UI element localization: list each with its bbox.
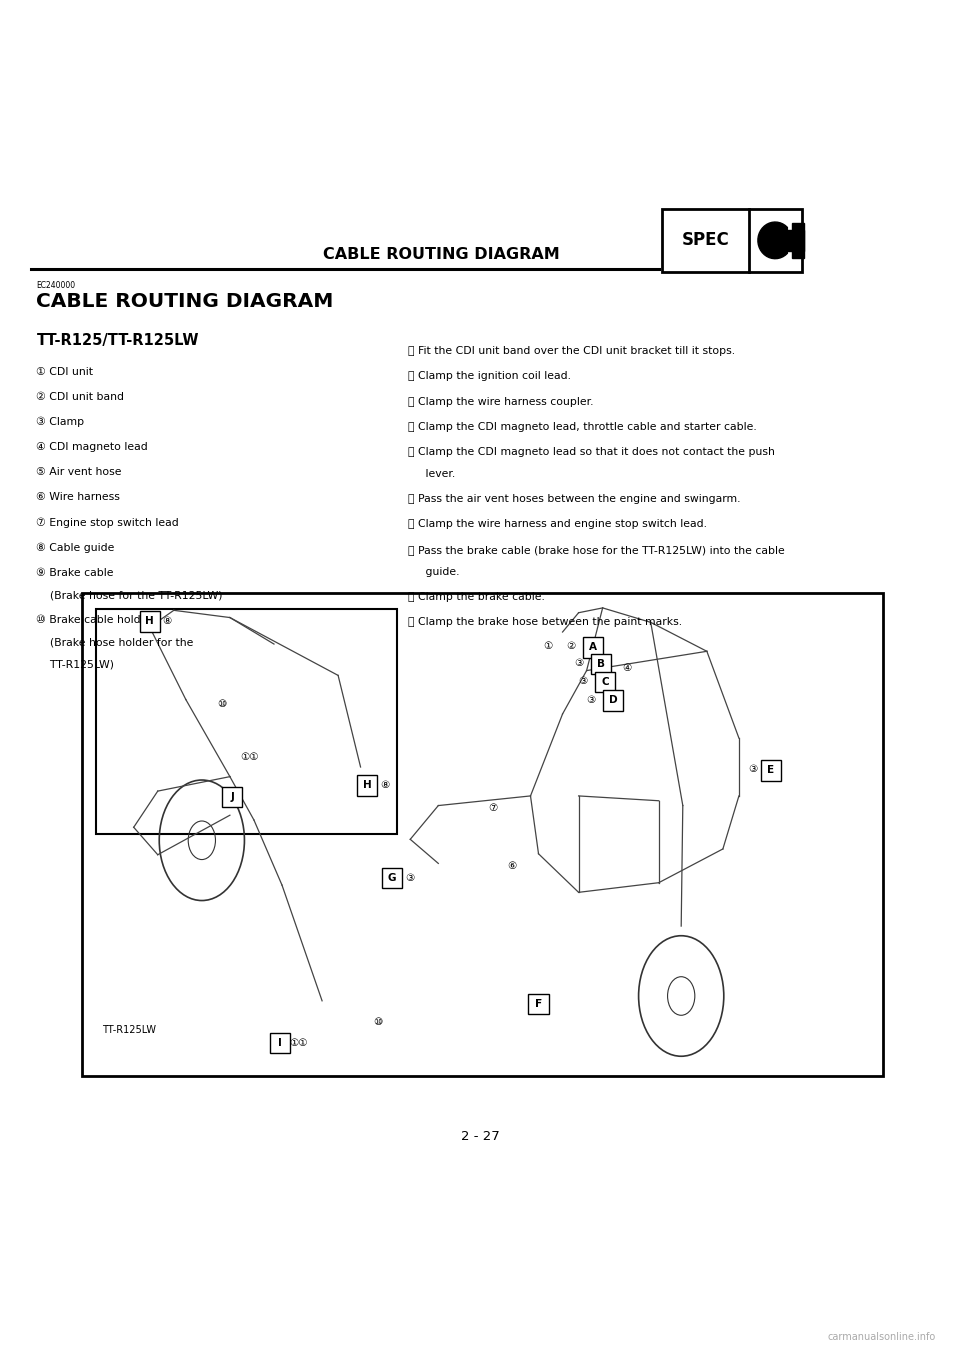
Text: ④: ④	[622, 663, 632, 674]
Text: F: F	[536, 999, 541, 1009]
Text: ⑥ Wire harness: ⑥ Wire harness	[36, 492, 120, 502]
Text: lever.: lever.	[408, 469, 455, 479]
Text: SPEC: SPEC	[682, 231, 730, 250]
Bar	[528, 994, 548, 1014]
Text: ⑦: ⑦	[489, 803, 497, 813]
Text: F: F	[535, 999, 542, 1009]
Text: ⑦ Engine stop switch lead: ⑦ Engine stop switch lead	[36, 517, 180, 528]
Text: C: C	[601, 678, 609, 687]
Polygon shape	[758, 223, 787, 258]
Text: Ⓑ Clamp the ignition coil lead.: Ⓑ Clamp the ignition coil lead.	[408, 371, 571, 382]
Text: ③: ③	[406, 873, 415, 883]
Bar	[382, 868, 402, 888]
Text: E: E	[767, 766, 775, 775]
Text: Ⓐ Fit the CDI unit band over the CDI unit bracket till it stops.: Ⓐ Fit the CDI unit band over the CDI uni…	[408, 346, 735, 356]
Text: (Brake hose holder for the: (Brake hose holder for the	[36, 637, 194, 648]
Text: (Brake hose for the TT-R125LW): (Brake hose for the TT-R125LW)	[36, 589, 223, 600]
Text: ② CDI unit band: ② CDI unit band	[36, 391, 125, 402]
Text: carmanualsonline.info: carmanualsonline.info	[828, 1332, 936, 1342]
Text: ③: ③	[574, 659, 584, 668]
Text: ③: ③	[749, 765, 758, 774]
Text: ③: ③	[578, 676, 588, 686]
Bar	[357, 775, 377, 796]
Text: ⑧: ⑧	[163, 617, 172, 626]
Text: H: H	[363, 781, 372, 790]
Bar	[96, 608, 396, 834]
Bar	[761, 760, 781, 781]
Bar	[82, 593, 883, 1076]
Bar	[591, 655, 612, 675]
Text: I: I	[278, 1038, 282, 1048]
Text: ①: ①	[543, 641, 553, 652]
Polygon shape	[792, 223, 804, 258]
Text: CABLE ROUTING DIAGRAM: CABLE ROUTING DIAGRAM	[324, 247, 560, 262]
Text: TT-R125/TT-R125LW: TT-R125/TT-R125LW	[36, 333, 199, 348]
Text: G: G	[388, 873, 396, 883]
Text: ⑥: ⑥	[508, 861, 516, 870]
Text: ⑧: ⑧	[380, 781, 389, 790]
Polygon shape	[770, 230, 804, 251]
Text: A: A	[589, 642, 597, 652]
Bar	[603, 690, 623, 710]
Text: ④ CDI magneto lead: ④ CDI magneto lead	[36, 441, 148, 452]
Text: ⑩: ⑩	[217, 699, 227, 709]
Text: Ⓒ Clamp the wire harness coupler.: Ⓒ Clamp the wire harness coupler.	[408, 397, 593, 406]
Text: guide.: guide.	[408, 566, 460, 577]
Bar	[222, 786, 242, 807]
Text: ①①: ①①	[289, 1038, 307, 1048]
Bar	[583, 637, 603, 657]
Text: H: H	[145, 617, 155, 626]
Text: Ⓕ Pass the air vent hoses between the engine and swingarm.: Ⓕ Pass the air vent hoses between the en…	[408, 494, 740, 504]
Text: ②: ②	[566, 641, 575, 652]
Text: CABLE ROUTING DIAGRAM: CABLE ROUTING DIAGRAM	[36, 292, 334, 311]
Text: B: B	[597, 660, 605, 669]
Text: TT-R125LW): TT-R125LW)	[36, 660, 114, 669]
Text: ⑩ Brake cable holder: ⑩ Brake cable holder	[36, 615, 153, 625]
Bar	[271, 1032, 291, 1052]
Bar	[139, 611, 159, 631]
Text: Ⓖ Clamp the wire harness and engine stop switch lead.: Ⓖ Clamp the wire harness and engine stop…	[408, 519, 707, 530]
Text: TT-R125LW: TT-R125LW	[102, 1024, 156, 1035]
Text: ①①: ①①	[241, 752, 259, 762]
Text: ⑨ Brake cable: ⑨ Brake cable	[36, 568, 114, 577]
Text: Ⓘ Clamp the brake cable.: Ⓘ Clamp the brake cable.	[408, 592, 545, 602]
Text: ⑩: ⑩	[373, 1017, 383, 1027]
Text: D: D	[609, 695, 617, 705]
Text: ① CDI unit: ① CDI unit	[36, 367, 93, 376]
Text: J: J	[230, 792, 234, 801]
Bar	[595, 672, 615, 693]
Text: Ⓗ Pass the brake cable (brake hose for the TT-R125LW) into the cable: Ⓗ Pass the brake cable (brake hose for t…	[408, 545, 784, 554]
Text: ③: ③	[586, 694, 595, 705]
Text: ⑧ Cable guide: ⑧ Cable guide	[36, 542, 115, 553]
Text: ③ Clamp: ③ Clamp	[36, 417, 84, 428]
Text: Ⓙ Clamp the brake hose between the paint marks.: Ⓙ Clamp the brake hose between the paint…	[408, 617, 683, 627]
Text: Ⓔ Clamp the CDI magneto lead so that it does not contact the push: Ⓔ Clamp the CDI magneto lead so that it …	[408, 447, 775, 456]
Text: EC240000: EC240000	[36, 281, 76, 291]
Text: ⑤ Air vent hose: ⑤ Air vent hose	[36, 467, 122, 477]
Text: 2 - 27: 2 - 27	[461, 1130, 499, 1143]
Bar	[662, 209, 802, 272]
Text: Ⓓ Clamp the CDI magneto lead, throttle cable and starter cable.: Ⓓ Clamp the CDI magneto lead, throttle c…	[408, 421, 756, 432]
